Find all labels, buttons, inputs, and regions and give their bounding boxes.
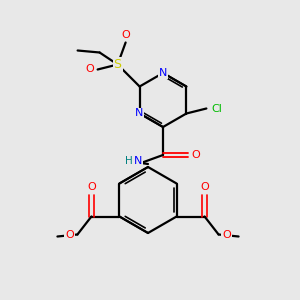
Text: O: O: [85, 64, 94, 74]
Text: O: O: [87, 182, 96, 191]
Text: N: N: [134, 109, 143, 118]
Text: O: O: [192, 150, 200, 160]
Text: Cl: Cl: [211, 103, 222, 113]
Text: O: O: [200, 182, 209, 191]
Text: S: S: [114, 58, 122, 71]
Text: O: O: [121, 29, 130, 40]
Text: O: O: [222, 230, 231, 241]
Text: N: N: [159, 68, 167, 78]
Text: H: H: [125, 156, 133, 166]
Text: O: O: [65, 230, 74, 241]
Text: N: N: [134, 156, 142, 166]
